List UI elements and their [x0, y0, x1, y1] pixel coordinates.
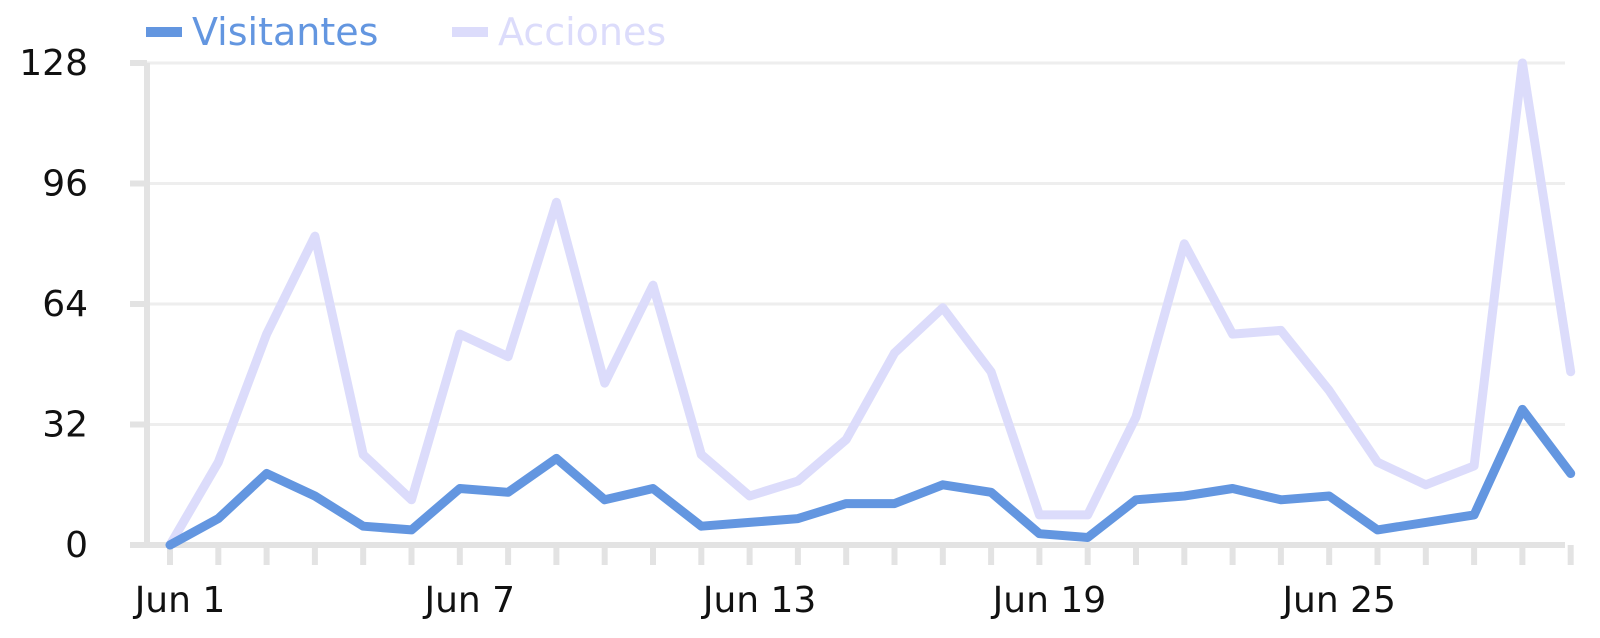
y-tick-label: 32: [42, 405, 88, 446]
x-tick-label: Jun 1: [133, 580, 226, 621]
y-tick-label: 96: [42, 164, 88, 205]
x-tick-label: Jun 25: [1280, 580, 1396, 621]
series-lines: [165, 58, 1576, 550]
x-tick-label: Jun 19: [991, 580, 1107, 621]
y-tick-label: 0: [65, 525, 88, 566]
y-tick-label: 128: [19, 43, 88, 84]
grid-lines: [147, 61, 1565, 426]
legend: Visitantes Acciones: [146, 10, 666, 54]
x-tick-label: Jun 7: [422, 580, 515, 621]
y-tick-label: 64: [42, 284, 88, 325]
legend-label-visitantes: Visitantes: [192, 10, 378, 54]
series-line-visitantes: [165, 404, 1576, 550]
axes: [130, 60, 1574, 565]
x-tick-label: Jun 13: [701, 580, 817, 621]
legend-label-acciones: Acciones: [498, 10, 666, 54]
series-line-acciones: [165, 58, 1576, 550]
tick-labels: 0 32 64 96 128 Jun 1 Jun 7 Jun 13 Jun 19 Jun 25: [19, 43, 1396, 621]
